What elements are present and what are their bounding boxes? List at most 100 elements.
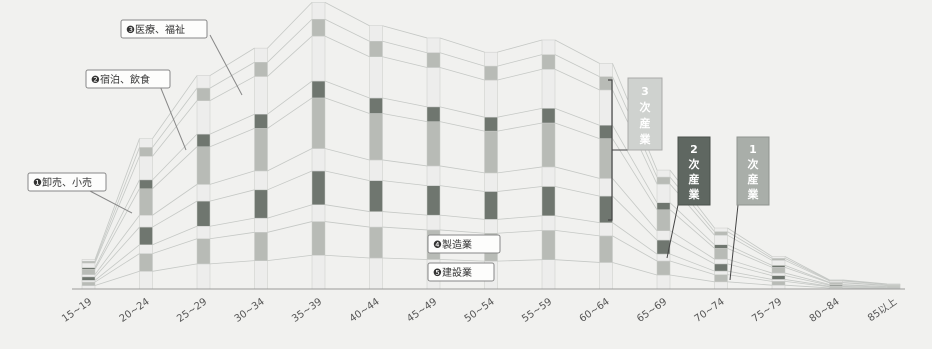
connector-line: [94, 179, 140, 268]
connector-line: [784, 272, 830, 285]
bar-segment: [426, 37, 441, 53]
callout-construction-label: ❺建設業: [433, 266, 472, 279]
bar-segment: [656, 209, 671, 231]
callout-lodging: ❷宿泊、飲食: [85, 69, 187, 151]
bar-70~74: [714, 227, 728, 290]
bar-75~79: [771, 256, 786, 290]
bar-segment: [426, 52, 441, 68]
bar-segment: [311, 80, 326, 99]
bar-60~64: [599, 63, 613, 290]
bar-segment: [714, 258, 728, 265]
callout-construction-box: [427, 262, 495, 282]
connector-line: [554, 259, 600, 263]
bar-segment: [484, 172, 498, 192]
connector-line: [784, 275, 830, 286]
bar-segment: [254, 170, 268, 191]
connector-line: [727, 281, 773, 286]
bar-85以上: [886, 283, 901, 290]
connector-line: [94, 188, 140, 270]
connector-line: [267, 18, 313, 63]
connector-line: [439, 259, 485, 262]
bar-segment: [656, 169, 671, 178]
x-tick-label: 45~49: [405, 296, 439, 324]
callout-lodging-box: [85, 69, 171, 89]
connector-line: [152, 87, 198, 148]
bar-segment: [196, 263, 211, 290]
bar-segment: [254, 47, 268, 63]
bar-segment: [771, 272, 786, 276]
bar-segment: [369, 40, 383, 57]
connector-line: [439, 121, 485, 132]
connector-line: [612, 195, 658, 241]
bar-segment: [541, 108, 556, 124]
connector-line: [152, 238, 198, 254]
bar-segment: [254, 189, 268, 219]
callout-retail: ❶卸売、小売: [27, 172, 133, 214]
bar-segment: [139, 253, 153, 272]
bar-segment: [254, 260, 268, 290]
bar-segment: [254, 113, 268, 129]
connector-line: [497, 107, 543, 118]
bar-segment: [139, 215, 153, 228]
connector-line: [669, 209, 715, 249]
bar-segment: [484, 219, 498, 234]
bar-segment: [311, 204, 326, 222]
connector-line: [152, 225, 198, 246]
bar-segment: [599, 235, 613, 263]
bar-segment: [829, 279, 843, 281]
bar-segment: [714, 234, 728, 246]
callout-lodging-leader: [159, 85, 187, 151]
connector-line: [497, 166, 543, 174]
connector-line: [152, 200, 198, 228]
bar-segment: [81, 259, 96, 262]
connector-line: [497, 186, 543, 192]
connector-line: [209, 113, 255, 135]
badge-tertiary-line-3: 産: [640, 116, 651, 130]
bar-segment: [139, 271, 153, 290]
x-tick-label: 70~74: [693, 296, 727, 324]
bar-segment: [81, 276, 96, 281]
bar-segment: [426, 185, 441, 216]
bar-segment: [541, 122, 556, 168]
connector-line: [669, 253, 715, 272]
bars-group: [81, 2, 901, 290]
connector-line: [842, 284, 888, 288]
x-tick-label: 15~19: [60, 296, 94, 324]
connector-line: [382, 257, 428, 260]
connector-line: [209, 128, 255, 148]
connector-line: [842, 284, 888, 287]
x-tick-label: 60~64: [578, 296, 612, 324]
connector-line: [94, 253, 140, 283]
connector-line: [94, 156, 140, 264]
bar-segment: [254, 217, 268, 233]
connector-line: [612, 235, 658, 262]
connector-line: [497, 122, 543, 132]
bar-segment: [771, 258, 786, 261]
bar-segment: [311, 2, 326, 20]
connector-line: [382, 97, 428, 108]
badge-primary-line-3: 産: [748, 172, 759, 186]
connector-line: [439, 37, 485, 53]
bar-segment: [541, 186, 556, 217]
bar-segment: [656, 274, 671, 290]
bar-segment: [599, 195, 613, 223]
connector-line: [382, 25, 428, 39]
connector-line: [497, 54, 543, 67]
bar-segment: [426, 165, 441, 186]
bar-segment: [656, 230, 671, 241]
bar-segment: [599, 262, 613, 290]
callout-manufacturing-box: [427, 234, 501, 254]
x-tick-label: 65~69: [635, 296, 669, 324]
connector-line: [324, 221, 370, 228]
x-tick-label: 35~39: [290, 296, 324, 324]
badge-secondary-line-1: 2: [690, 143, 698, 156]
bar-segment: [599, 178, 613, 197]
bar-segment: [196, 225, 211, 240]
bar-segment: [139, 156, 153, 181]
connector-line: [94, 244, 140, 281]
bar-segment: [369, 226, 383, 259]
connector-line: [784, 265, 830, 283]
bar-segment: [311, 35, 326, 82]
bar-segment: [656, 183, 671, 203]
bar-segment: [771, 281, 786, 286]
